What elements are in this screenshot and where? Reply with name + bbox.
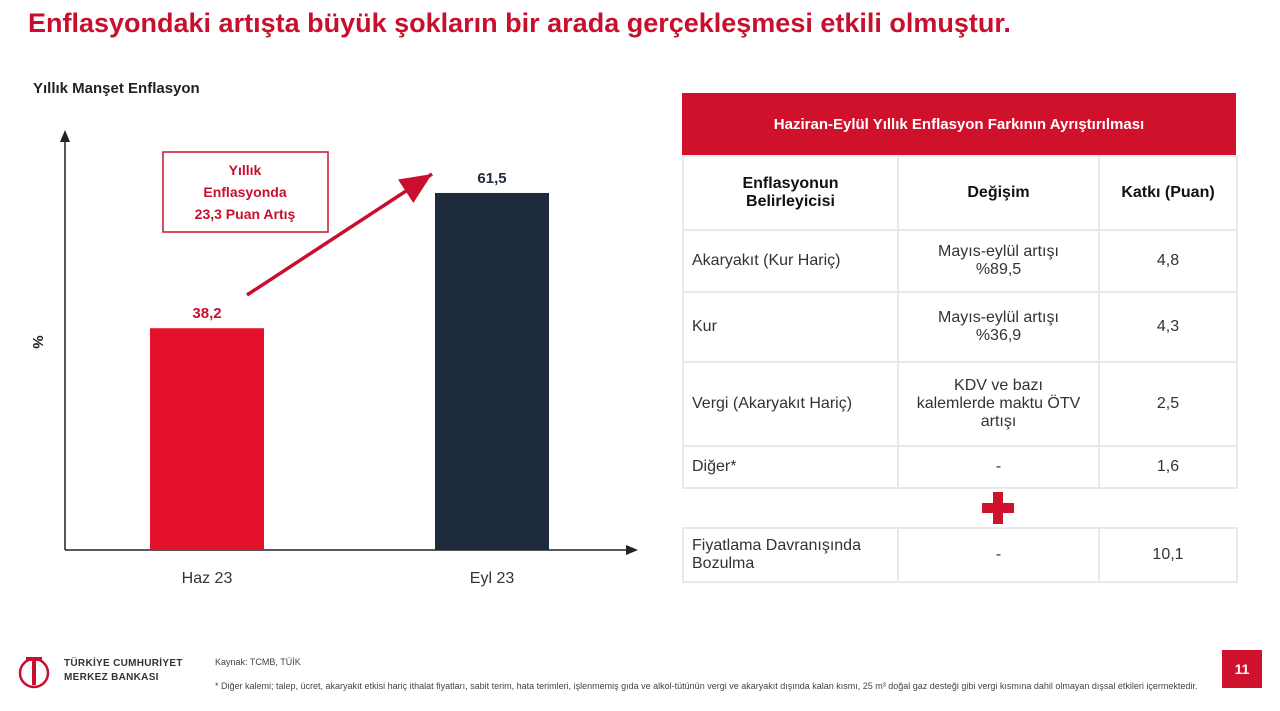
table-cell: - <box>897 527 1100 583</box>
annotation-box <box>162 151 329 233</box>
table-cell: Diğer* <box>682 445 899 489</box>
footnote: * Diğer kalemi; talep, ücret, akaryakıt … <box>215 681 1198 691</box>
bar <box>435 192 549 550</box>
annotation-line: 23,3 Puan Artış <box>195 206 296 222</box>
table-row: Fiyatlama Davranışında Bozulma - 10,1 <box>682 527 1238 583</box>
table-row: Diğer* - 1,6 <box>682 445 1238 489</box>
table-cell: Fiyatlama Davranışında Bozulma <box>682 527 899 583</box>
total-table: Fiyatlama Davranışında Bozulma - 10,1 <box>682 527 1238 583</box>
chart-annotation: Yıllık Enflasyonda 23,3 Puan Artış <box>162 151 433 297</box>
bank-logo: TÜRKİYE CUMHURİYET MERKEZ BANKASI <box>16 653 196 689</box>
chart-axes <box>60 130 638 555</box>
source-note: Kaynak: TCMB, TÜİK <box>215 657 301 667</box>
chart-title: Yıllık Manşet Enflasyon <box>33 80 200 97</box>
data-label: 38,2 <box>192 305 221 322</box>
bar-chart: % 38,2 Haz 23 61,5 Eyl 23 Yıllık Enflasyond… <box>29 130 638 587</box>
y-axis-label: % <box>29 335 46 348</box>
logo-text: TÜRKİYE CUMHURİYET MERKEZ BANKASI <box>64 657 183 685</box>
table-header-row: Enflasyonun Belirleyicisi Değişim Katkı … <box>682 155 1238 231</box>
page-number: 11 <box>1222 650 1262 688</box>
table-cell: KDV ve bazı kalemlerde maktu ÖTV artışı <box>897 361 1100 447</box>
x-tick-label: Eyl 23 <box>470 570 515 587</box>
table-grid: Enflasyonun Belirleyicisi Değişim Katkı … <box>682 155 1238 489</box>
increase-arrow <box>246 172 433 297</box>
table-cell: Vergi (Akaryakıt Hariç) <box>682 361 899 447</box>
table-cell: Mayıs-eylül artışı %89,5 <box>897 229 1100 293</box>
total-table-grid: Fiyatlama Davranışında Bozulma - 10,1 <box>682 527 1238 583</box>
y-axis-arrow <box>60 130 70 142</box>
x-axis-arrow <box>626 545 638 555</box>
column-header: Değişim <box>897 155 1100 231</box>
bar <box>150 328 264 550</box>
logo-line: MERKEZ BANKASI <box>64 672 159 683</box>
annotation-line: Yıllık <box>229 162 262 178</box>
table-row: Kur Mayıs-eylül artışı %36,9 4,3 <box>682 291 1238 363</box>
page-title: Enflasyondaki artışta büyük şokların bir… <box>28 8 1011 38</box>
annotation-line: Enflasyonda <box>203 184 286 200</box>
table-cell: Mayıs-eylül artışı %36,9 <box>897 291 1100 363</box>
decomposition-table: Haziran-Eylül Yıllık Enflasyon Farkının … <box>682 93 1238 489</box>
data-label: 61,5 <box>477 170 506 187</box>
table-cell: - <box>897 445 1100 489</box>
plus-icon <box>982 492 1014 524</box>
table-cell: 1,6 <box>1098 445 1238 489</box>
column-header: Enflasyonun Belirleyicisi <box>682 155 899 231</box>
table-cell: 2,5 <box>1098 361 1238 447</box>
table-cell: 10,1 <box>1098 527 1238 583</box>
logo-line: TÜRKİYE CUMHURİYET <box>64 658 183 669</box>
table-cell: Kur <box>682 291 899 363</box>
table-title: Haziran-Eylül Yıllık Enflasyon Farkının … <box>682 93 1236 155</box>
table-row: Akaryakıt (Kur Hariç) Mayıs-eylül artışı… <box>682 229 1238 293</box>
table-cell: 4,3 <box>1098 291 1238 363</box>
column-header: Katkı (Puan) <box>1098 155 1238 231</box>
table-row: Vergi (Akaryakıt Hariç) KDV ve bazı kale… <box>682 361 1238 447</box>
table-cell: 4,8 <box>1098 229 1238 293</box>
table-cell: Akaryakıt (Kur Hariç) <box>682 229 899 293</box>
tcmb-emblem-icon <box>18 657 50 689</box>
x-tick-label: Haz 23 <box>182 570 233 587</box>
